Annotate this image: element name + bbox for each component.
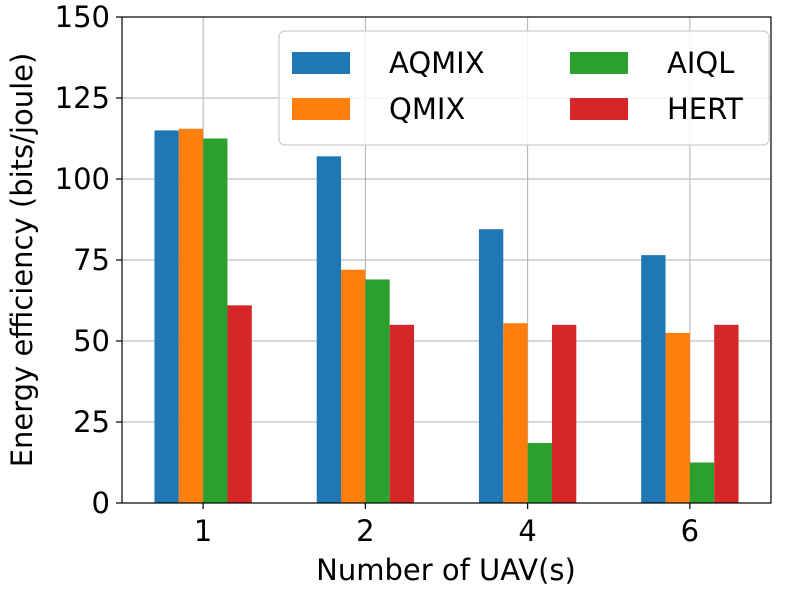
bar-aiql-4 [527, 443, 552, 503]
legend-label: AIQL [667, 46, 734, 80]
x-tick-label: 2 [356, 514, 374, 548]
bar-aqmix-4 [478, 229, 504, 503]
legend-box [278, 30, 770, 146]
x-axis: 1 2 4 6 [194, 503, 699, 548]
bar-aqmix-6 [641, 255, 666, 503]
x-tick-label: 1 [194, 514, 212, 548]
legend-swatch [570, 52, 628, 74]
legend-swatch [292, 52, 350, 74]
bar-aiql-2 [365, 279, 390, 503]
legend-label: QMIX [389, 92, 465, 126]
bar-hert-6 [714, 324, 739, 503]
x-tick-label: 4 [518, 514, 536, 548]
legend-item-aiql: AIQL [570, 46, 734, 80]
legend-swatch [570, 98, 628, 120]
legend-label: HERT [667, 92, 743, 126]
bar-qmix-2 [341, 269, 366, 503]
y-tick-label: 50 [73, 324, 110, 358]
y-tick-label: 100 [55, 162, 110, 196]
bar-aiql-1 [203, 138, 228, 503]
bar-hert-1 [227, 305, 252, 503]
y-tick-label: 125 [55, 81, 110, 115]
x-tick-label: 6 [681, 514, 699, 548]
bar-qmix-4 [503, 323, 528, 503]
legend-item-qmix: QMIX [292, 92, 465, 126]
bar-aqmix-2 [316, 156, 342, 503]
legend: AQMIX QMIX AIQL HERT [278, 30, 770, 146]
y-axis-title: Energy efficiency (bits/joule) [5, 53, 39, 468]
y-tick-label: 0 [92, 486, 110, 520]
bar-hert-4 [551, 324, 577, 503]
bar-aiql-6 [689, 462, 715, 503]
legend-label: AQMIX [389, 46, 485, 80]
bars-layer [154, 128, 739, 503]
bar-aqmix-1 [154, 130, 179, 503]
x-axis-title: Number of UAV(s) [316, 553, 576, 587]
y-tick-label: 75 [73, 243, 110, 277]
bar-qmix-6 [665, 332, 690, 503]
legend-swatch [292, 98, 350, 120]
y-tick-label: 25 [73, 405, 110, 439]
y-tick-label: 150 [55, 0, 110, 34]
bar-hert-2 [389, 324, 415, 503]
y-axis: 0 25 50 75 100 125 150 [55, 0, 122, 520]
legend-item-hert: HERT [570, 92, 743, 126]
legend-item-aqmix: AQMIX [292, 46, 485, 80]
bar-qmix-1 [178, 128, 204, 503]
